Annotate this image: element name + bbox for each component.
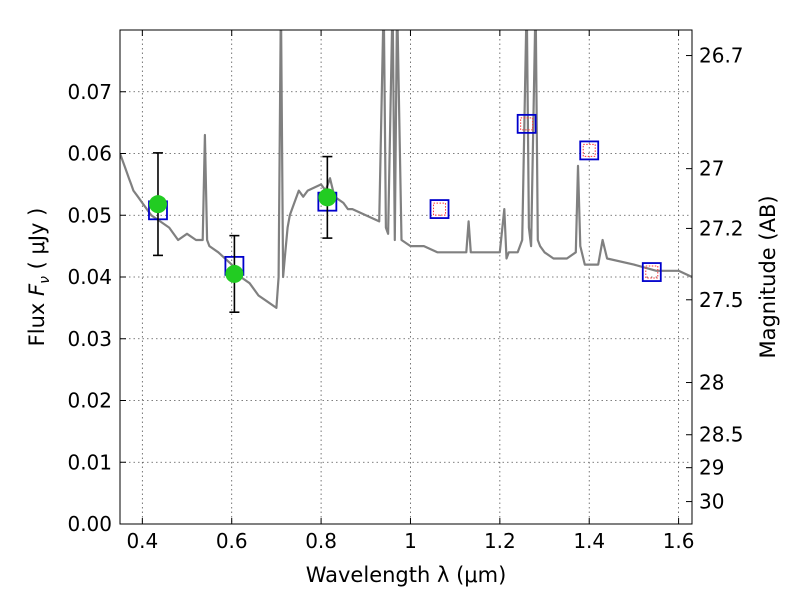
model-square-marker: [641, 262, 662, 282]
model-square-marker: [579, 140, 600, 161]
x-tick-label: 0.8: [305, 529, 337, 553]
x-tick-label: 1.6: [663, 529, 695, 553]
y-tick-label: 0.05: [67, 203, 112, 227]
y-tick-label: 0.01: [67, 450, 112, 474]
right-tick-label: 26.7: [699, 44, 744, 68]
y-tick-label: 0.00: [67, 512, 112, 536]
prediction-square-marker: [433, 202, 447, 216]
y-axis-label: Flux Fν ( μJy ): [25, 208, 53, 347]
prediction-square-marker: [582, 143, 596, 157]
axis-ticks: 0.4 0.6 0.8 1 1.2 1.4 1.6 0.00 0.01 0.02 0.03 0.04 0…: [67, 30, 744, 553]
y-axis-label-symbol: F: [25, 283, 49, 296]
y-axis-label-prefix: Flux: [25, 296, 49, 346]
right-tick-label: 27.5: [699, 288, 744, 312]
right-axis-label: Magnitude (AB): [756, 195, 780, 358]
right-tick-label: 29: [699, 456, 724, 480]
x-tick-label: 0.4: [126, 529, 158, 553]
y-tick-label: 0.03: [67, 327, 112, 351]
sed-line: [120, 30, 692, 309]
y-axis-label-suffix: ( μJy ): [25, 208, 49, 276]
y-axis-label-subscript: ν: [37, 276, 53, 284]
right-tick-label: 27.2: [699, 216, 744, 240]
observed-point: [148, 195, 167, 214]
y-tick-label: 0.07: [67, 80, 112, 104]
right-tick-label: 27: [699, 157, 724, 181]
observed-point: [318, 188, 337, 207]
x-tick-label: 1: [404, 529, 417, 553]
y-tick-label: 0.02: [67, 389, 112, 413]
x-axis-label: Wavelength λ (μm): [306, 563, 507, 587]
prediction-square-marker: [645, 265, 659, 279]
x-tick-label: 0.6: [216, 529, 248, 553]
y-tick-label: 0.06: [67, 142, 112, 166]
plot-area: [120, 30, 692, 313]
prediction-square-marker: [520, 117, 534, 131]
y-tick-label: 0.04: [67, 265, 112, 289]
observed-point: [225, 264, 244, 283]
right-tick-label: 30: [699, 490, 724, 514]
model-square-marker: [516, 113, 537, 134]
right-tick-label: 28: [699, 371, 724, 395]
right-tick-label: 28.5: [699, 423, 744, 447]
model-square-marker: [429, 199, 450, 219]
x-tick-label: 1.2: [484, 529, 516, 553]
x-tick-label: 1.4: [573, 529, 605, 553]
